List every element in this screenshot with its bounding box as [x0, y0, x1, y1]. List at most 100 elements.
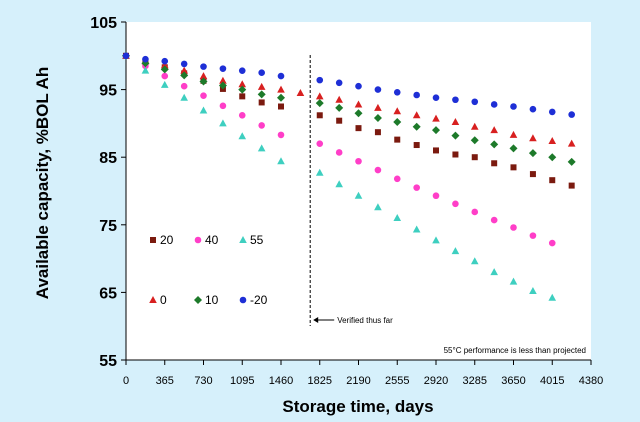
data-point	[529, 105, 537, 113]
data-point	[258, 99, 265, 106]
data-point	[277, 131, 285, 139]
y-tick-label: 105	[90, 15, 117, 32]
legend-label: -20	[250, 293, 268, 307]
data-point	[160, 65, 169, 74]
legend-marker-10	[194, 296, 202, 304]
data-point	[219, 65, 227, 72]
data-point	[219, 102, 227, 110]
data-point	[257, 90, 266, 99]
data-point	[413, 91, 420, 99]
data-point	[548, 136, 557, 144]
data-point	[490, 216, 498, 224]
data-point	[548, 239, 556, 247]
data-point	[509, 144, 518, 153]
data-point	[354, 100, 363, 108]
data-point	[490, 140, 499, 149]
data-point	[567, 157, 576, 166]
x-tick-label: 3650	[501, 375, 525, 387]
annotations: Verified thus far 55°C performance is les…	[313, 316, 586, 355]
data-point	[451, 131, 460, 140]
data-point	[470, 122, 479, 130]
data-point	[374, 203, 382, 211]
data-point	[548, 153, 557, 162]
data-point	[257, 144, 266, 152]
data-point	[509, 277, 518, 285]
data-point	[470, 136, 479, 145]
data-point	[315, 92, 324, 100]
legend: 20 40 55 0 10 -20	[138, 208, 278, 328]
data-point	[529, 134, 537, 142]
data-point	[200, 92, 207, 99]
data-point	[470, 257, 479, 265]
x-tick-label: 4015	[540, 375, 564, 387]
y-tick-label: 65	[99, 285, 117, 302]
data-point	[374, 166, 382, 174]
data-point	[238, 80, 247, 88]
legend-box	[138, 208, 278, 328]
data-point	[528, 149, 537, 158]
legend-label: 10	[205, 293, 219, 307]
data-point	[277, 93, 285, 102]
data-point	[238, 132, 247, 140]
data-point	[219, 119, 227, 127]
axes: 55 65 75 85 95 105 0 365 730 1095 1460 1825 2190 2555…	[90, 15, 603, 387]
y-axis-title: Available capacity, %BOL Ah	[33, 67, 52, 299]
legend-marker-0	[149, 296, 157, 303]
data-point	[180, 60, 188, 68]
data-point	[432, 236, 440, 244]
data-point	[238, 111, 246, 119]
x-tick-label: 2190	[346, 375, 370, 387]
data-point	[529, 171, 536, 178]
x-tick-label: 365	[156, 375, 174, 387]
x-tick-label: 0	[123, 375, 129, 387]
data-point	[355, 82, 362, 90]
x-tick-label: 3285	[463, 375, 487, 387]
data-point	[258, 69, 265, 76]
data-point	[161, 57, 169, 65]
legend-label: 40	[205, 233, 219, 247]
data-point	[432, 114, 440, 122]
x-tick-label: 2920	[424, 375, 448, 387]
data-point	[219, 76, 227, 84]
y-tick-label: 55	[99, 353, 117, 370]
data-point	[335, 149, 343, 156]
data-point	[277, 157, 285, 165]
data-point	[354, 191, 363, 199]
data-point	[122, 52, 130, 60]
data-point	[355, 125, 362, 132]
data-point	[316, 76, 324, 84]
data-point	[160, 61, 169, 69]
y-tick-label: 95	[99, 83, 117, 100]
data-point	[529, 287, 537, 295]
data-point	[180, 93, 188, 101]
x-tick-label: 1460	[269, 375, 293, 387]
data-point	[180, 82, 188, 90]
performance-note: 55°C performance is less than projected	[444, 346, 586, 355]
data-point	[510, 103, 517, 110]
data-point	[142, 55, 149, 63]
data-point	[549, 177, 556, 184]
legend-label: 0	[160, 293, 167, 307]
data-point	[529, 232, 537, 239]
data-point	[471, 208, 479, 216]
data-point	[509, 130, 518, 138]
data-point	[510, 164, 517, 171]
x-axis-title: Storage time, days	[282, 397, 433, 416]
x-tick-label: 1825	[308, 375, 332, 387]
data-point	[568, 182, 575, 189]
data-point	[277, 72, 285, 80]
data-point	[393, 214, 402, 222]
series-40	[122, 52, 556, 247]
data-point	[199, 72, 208, 80]
legend-marker-55	[239, 236, 247, 243]
data-point	[199, 106, 208, 114]
y-tick-label: 75	[99, 218, 117, 235]
data-point	[490, 126, 498, 134]
data-point	[452, 96, 459, 104]
data-point	[355, 157, 362, 165]
series--20	[122, 52, 575, 118]
data-point	[335, 180, 343, 188]
data-point	[510, 224, 517, 231]
